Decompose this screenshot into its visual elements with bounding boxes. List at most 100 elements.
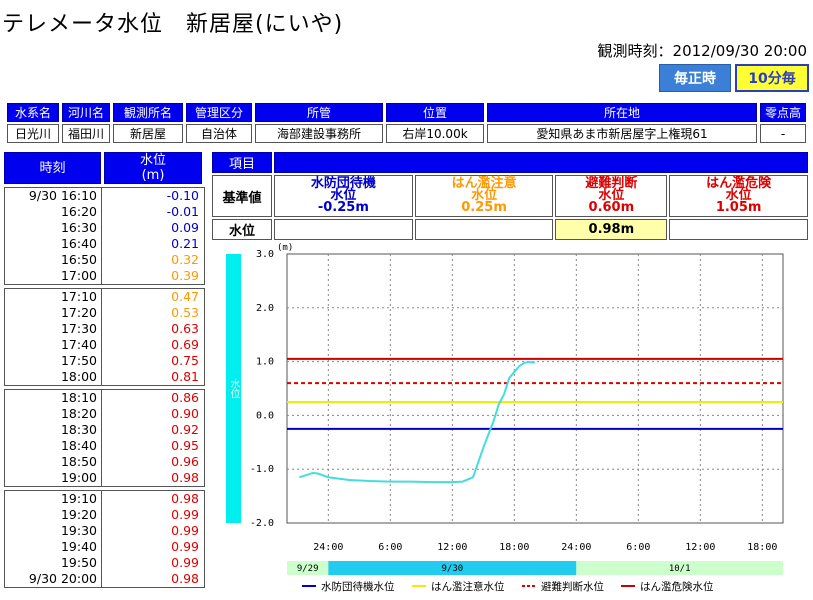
history-time: 16:30 [60, 220, 97, 235]
y-tick-label: 1.0 [256, 357, 274, 368]
threshold-sub: 水位 [725, 188, 752, 203]
history-time: 18:00 [60, 369, 97, 384]
water-level-line [299, 361, 536, 484]
y-tick-label: -1.0 [250, 464, 274, 475]
date-band [328, 561, 577, 575]
threshold-item: 避難判断 水位 0.60m [555, 175, 668, 217]
level-column: -0.10 -0.01 0.09 0.21 0.32 0.39 [102, 188, 203, 284]
threshold-name: 水防団待機 [310, 176, 376, 191]
current-level-row: 水位 0.98m [212, 219, 808, 240]
history-level: 0.95 [171, 438, 199, 453]
threshold-value: 0.60m [588, 200, 635, 215]
side-label-bar [226, 254, 241, 523]
history-time: 17:20 [60, 305, 97, 320]
level-header-label: 水位 [139, 153, 166, 168]
history-time: 19:30 [60, 523, 97, 538]
threshold-sub: 水位 [598, 188, 625, 203]
header-river: 河川名 [62, 103, 110, 122]
value-water-system: 日光川 [7, 124, 59, 143]
x-tick-label: 6:00 [626, 542, 650, 553]
item-header: 項目 [212, 152, 272, 173]
history-time: 19:50 [60, 555, 97, 570]
threshold-value: 1.05m [715, 200, 762, 215]
history-group: 19:10 19:20 19:30 19:40 19:50 9/30 20:00 0.98 0… [4, 490, 205, 588]
threshold-name: はん濫危険 [706, 176, 772, 191]
history-level: 0.92 [171, 422, 199, 437]
history-level: 0.69 [171, 337, 199, 352]
time-column: 17:10 17:20 17:30 17:40 17:50 18:00 [5, 289, 102, 385]
level-column: 0.98 0.99 0.99 0.99 0.99 0.98 [102, 491, 203, 587]
level-column: 0.86 0.90 0.92 0.95 0.96 0.98 [102, 390, 203, 486]
hourly-button[interactable]: 毎正時 [659, 64, 731, 92]
history-time: 17:50 [60, 353, 97, 368]
history-time: 19:10 [60, 491, 97, 506]
legend-label: はん濫注意水位 [431, 580, 505, 593]
history-level: 0.53 [171, 305, 199, 320]
station-info-header-row: 水系名 河川名 観測所名 管理区分 所管 位置 所在地 零点高 [7, 103, 806, 122]
current-level-label: 水位 [212, 219, 272, 240]
item-header-bar [274, 152, 808, 173]
level-column-header: 水位 (m) [104, 152, 202, 184]
header-address: 所在地 [487, 103, 757, 122]
ten-minute-button[interactable]: 10分毎 [735, 64, 809, 92]
plot-frame [286, 253, 784, 524]
current-level-cell-4 [669, 219, 808, 240]
history-time: 16:40 [60, 236, 97, 251]
history-level: 0.81 [171, 369, 199, 384]
date-band-label: 10/1 [669, 564, 691, 574]
threshold-sub: 水位 [471, 188, 498, 203]
history-level: 0.90 [171, 406, 199, 421]
history-time: 9/30 20:00 [28, 571, 97, 586]
current-level-cell-1 [274, 219, 413, 240]
level-column: 0.47 0.53 0.63 0.69 0.75 0.81 [102, 289, 203, 385]
threshold-item: 水防団待機 水位 -0.25m [274, 175, 413, 217]
date-band [287, 561, 329, 575]
threshold-name: 避難判断 [585, 176, 638, 191]
history-time: 19:00 [60, 470, 97, 485]
history-level: 0.21 [171, 236, 199, 251]
side-label: 水位 [228, 378, 240, 398]
water-level-history-table: 時刻 水位 (m) 9/30 16:10 16:20 16:30 16:40 16:50 1… [2, 150, 207, 588]
history-time: 18:10 [60, 390, 97, 405]
history-time: 16:20 [60, 204, 97, 219]
x-tick-label: 12:00 [685, 542, 715, 553]
history-groups: 9/30 16:10 16:20 16:30 16:40 16:50 17:00 -0.10… [2, 187, 207, 588]
history-level: 0.99 [171, 555, 199, 570]
threshold-value: 0.25m [461, 200, 507, 215]
y-unit-label: (m) [277, 243, 293, 253]
history-level: 0.99 [171, 539, 199, 554]
time-column: 18:10 18:20 18:30 18:40 18:50 19:00 [5, 390, 102, 486]
threshold-header-row: 項目 [212, 152, 808, 173]
water-level-chart: 水位 3.0 2.0 1.0 0.0 -1.0 -2.0 (m) 24:00 6:00 12:00 1… [226, 243, 784, 593]
history-group: 18:10 18:20 18:30 18:40 18:50 19:00 0.86 0.90 0.… [4, 389, 205, 487]
time-column-header: 時刻 [4, 152, 101, 184]
history-level: 0.96 [171, 454, 199, 469]
header-zero-height: 零点高 [760, 103, 806, 122]
history-level: 0.32 [171, 252, 199, 267]
header-jurisdiction: 所管 [255, 103, 383, 122]
history-level: 0.99 [171, 523, 199, 538]
history-time: 18:30 [60, 422, 97, 437]
history-time: 18:40 [60, 438, 97, 453]
legend-label: 避難判断水位 [541, 580, 604, 593]
history-group: 17:10 17:20 17:30 17:40 17:50 18:00 0.47 0.53 0.… [4, 288, 205, 386]
observation-time: 観測時刻：2012/09/30 20:00 [597, 42, 807, 60]
threshold-table: 項目 基準値 水防団待機 水位 -0.25m はん濫注意 水位 0.25m 避難判断 水位 0.… [210, 150, 810, 242]
threshold-value: -0.25m [317, 200, 369, 215]
history-level: -0.01 [166, 204, 199, 219]
history-level: 0.39 [171, 268, 199, 283]
y-tick-label: -2.0 [250, 518, 274, 529]
history-group: 9/30 16:10 16:20 16:30 16:40 16:50 17:00 -0.10… [4, 187, 205, 285]
legend-label: はん濫危険水位 [640, 580, 714, 593]
threshold-name: はん濫注意 [451, 176, 517, 191]
value-station: 新居屋 [113, 124, 183, 143]
history-header: 時刻 水位 (m) [4, 152, 205, 184]
level-header-unit: (m) [141, 168, 165, 183]
date-band-label: 9/29 [297, 564, 319, 574]
value-river: 福田川 [62, 124, 110, 143]
history-level: 0.09 [171, 220, 199, 235]
history-level: -0.10 [166, 188, 199, 203]
history-time: 16:50 [60, 252, 97, 267]
history-time: 19:20 [60, 507, 97, 522]
header-management: 管理区分 [186, 103, 252, 122]
